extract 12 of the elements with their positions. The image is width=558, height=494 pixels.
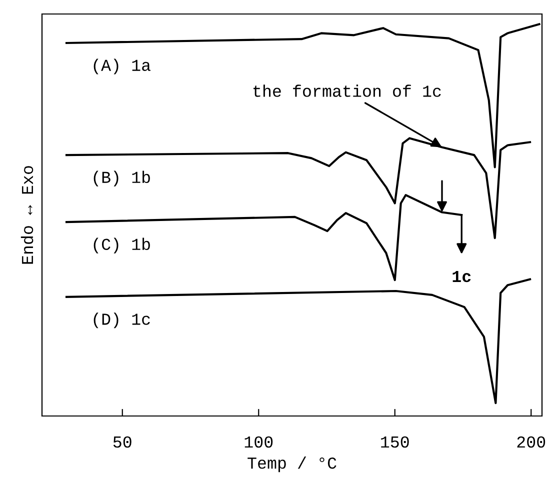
x-axis-title: Temp / °C (248, 456, 336, 472)
series-label: (A) 1a (94, 58, 150, 74)
y-axis-title: Endo ↔ Exo (20, 166, 34, 264)
x-tick-label: 150 (381, 436, 409, 448)
x-tick-label: 200 (517, 436, 546, 448)
annotation: the formation of 1c (253, 84, 441, 97)
annotation: 1c (452, 271, 471, 282)
x-tick-label: 100 (244, 436, 273, 448)
series-label: (B) 1b (94, 170, 150, 186)
series-label: (D) 1c (94, 312, 150, 328)
x-tick-label: 50 (113, 436, 132, 448)
series-label: (C) 1b (94, 238, 150, 254)
